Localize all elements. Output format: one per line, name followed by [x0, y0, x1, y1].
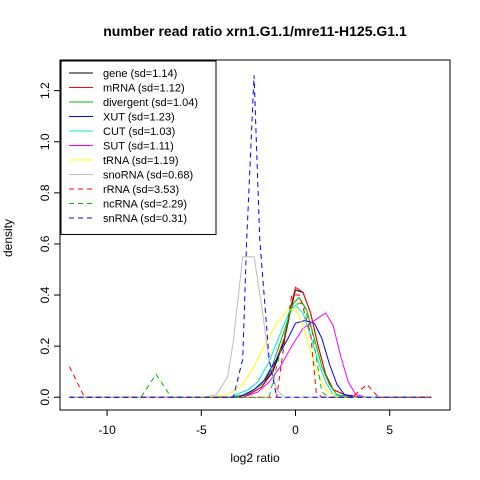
series-line-5 [69, 312, 432, 398]
y-axis: 0.0 0.2 0.4 0.6 0.8 1.0 1.2 [38, 82, 61, 406]
legend-entry-2: divergent (sd=1.04) [103, 97, 198, 109]
y-tick-label: 0.8 [38, 184, 52, 201]
y-tick-label: 1.2 [38, 82, 52, 99]
legend-entry-1: mRNA (sd=1.12) [103, 83, 185, 95]
x-tick-label: 5 [386, 423, 393, 437]
legend-entry-3: XUT (sd=1.23) [103, 112, 175, 124]
legend-box [60, 60, 217, 235]
y-tick-label: 0.6 [38, 235, 52, 252]
series-line-4 [69, 304, 432, 398]
series-line-7 [69, 256, 432, 398]
series-line-10 [69, 75, 432, 398]
legend-entry-10: snRNA (sd=0.31) [103, 213, 187, 225]
series-layer [68, 75, 432, 398]
legend: gene (sd=1.14) mRNA (sd=1.12) divergent (s… [60, 60, 217, 235]
legend-entry-4: CUT (sd=1.03) [103, 126, 175, 138]
series-line-6 [69, 307, 432, 398]
x-tick-label: -5 [196, 423, 207, 437]
legend-entry-5: SUT (sd=1.11) [103, 141, 174, 153]
y-tick-label: 1.0 [38, 133, 52, 150]
x-axis-label: log2 ratio [230, 451, 280, 465]
y-tick-label: 0.2 [38, 337, 52, 354]
chart-title: number read ratio xrn1.G1.1/mre11-H125.G… [103, 23, 407, 39]
y-tick-label: 0.4 [38, 286, 52, 303]
legend-entry-9: ncRNA (sd=2.29) [103, 199, 187, 211]
legend-entry-0: gene (sd=1.14) [103, 68, 177, 80]
x-tick-label: 0 [292, 423, 299, 437]
x-axis: -10 -5 0 5 [98, 409, 393, 437]
legend-entry-8: rRNA (sd=3.53) [103, 184, 179, 196]
series-line-1 [69, 286, 432, 398]
legend-entry-6: tRNA (sd=1.19) [103, 155, 179, 167]
series-line-9 [69, 302, 432, 398]
x-tick-label: -10 [98, 423, 116, 437]
y-axis-label: density [1, 219, 15, 257]
series-line-3 [69, 320, 432, 398]
y-tick-label: 0.0 [38, 389, 52, 406]
legend-entry-7: snoRNA (sd=0.68) [103, 170, 193, 182]
